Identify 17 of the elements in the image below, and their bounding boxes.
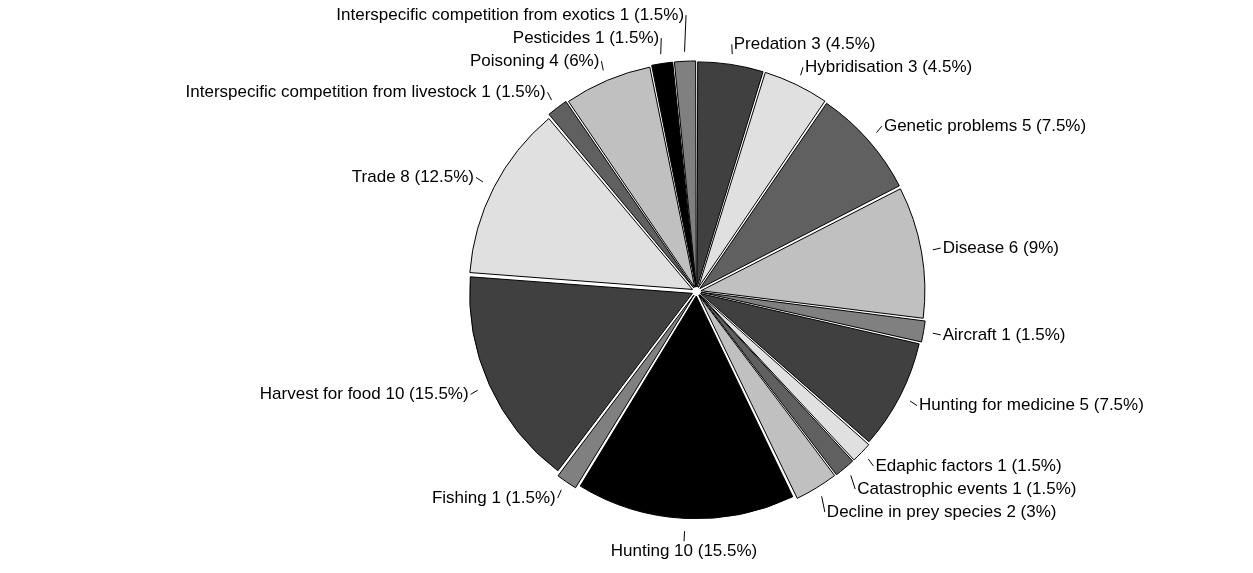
slice-label: Poisoning 4 (6%) — [469, 50, 600, 70]
slice-label: Disease 6 (9%) — [942, 237, 1059, 257]
slice-label: Aircraft 1 (1.5%) — [942, 324, 1066, 344]
slice-label: Genetic problems 5 (7.5%) — [883, 115, 1087, 135]
slice-label: Predation 3 (4.5%) — [733, 33, 876, 53]
slice-label: Harvest for food 10 (15.5%) — [259, 384, 469, 404]
slice-label: Fishing 1 (1.5%) — [431, 487, 556, 507]
slice-label: Hunting 10 (15.5%) — [610, 540, 758, 560]
slice-label: Decline in prey species 2 (3%) — [826, 501, 1057, 521]
slice-label: Interspecific competition from exotics 1 (1.5%) — [336, 4, 685, 24]
slice-label: Hunting for medicine 5 (7.5%) — [918, 395, 1144, 415]
slice-label: Trade 8 (12.5%) — [351, 167, 475, 187]
slice-label: Catastrophic events 1 (1.5%) — [857, 478, 1077, 498]
slice-label: Interspecific competition from livestock 1 (1.5%) — [185, 81, 546, 101]
slice-label: Hybridisation 3 (4.5%) — [804, 56, 973, 76]
slice-label: Edaphic factors 1 (1.5%) — [875, 455, 1062, 475]
slice-label: Pesticides 1 (1.5%) — [512, 27, 660, 47]
